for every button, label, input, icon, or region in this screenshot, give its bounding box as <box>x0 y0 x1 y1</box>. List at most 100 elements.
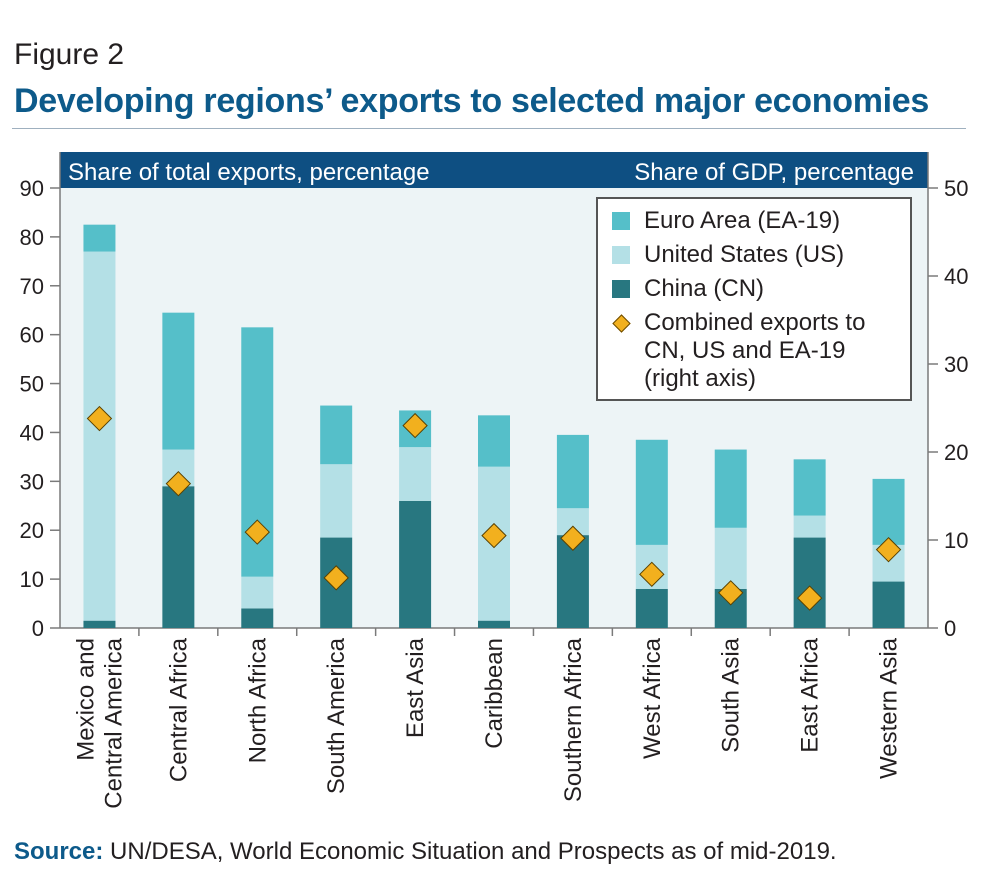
legend-item-diamond: Combined exports to CN, US and EA-19 (righ… <box>612 309 865 393</box>
x-tick-label-line: Mexico and <box>72 638 99 761</box>
x-tick-label: Caribbean <box>481 638 508 749</box>
left-tick-label: 10 <box>20 567 44 592</box>
x-tick-label: South Asia <box>718 637 745 752</box>
right-tick-label: 50 <box>944 176 968 201</box>
x-tick-label: Western Asia <box>876 637 903 779</box>
right-axis-title: Share of GDP, percentage <box>634 159 914 186</box>
left-tick-label: 40 <box>20 420 44 445</box>
legend-label: Combined exports to CN, US and EA-19 (righ… <box>644 309 865 393</box>
bar-euro <box>714 449 747 528</box>
bar-euro <box>793 459 826 516</box>
x-tick-label-line: Caribbean <box>481 638 508 749</box>
legend-item-us: United States (US) <box>612 241 844 269</box>
right-tick-label: 0 <box>944 616 956 641</box>
bar-euro <box>556 434 589 509</box>
x-tick-label: Central Africa <box>165 637 192 782</box>
legend-label-line: Euro Area (EA-19) <box>644 207 841 234</box>
combined-exports-markers <box>86 405 902 611</box>
bar-china <box>162 486 195 628</box>
bar-us <box>793 515 826 538</box>
bar-euro <box>872 478 905 545</box>
legend-label-line: (right axis) <box>644 365 757 392</box>
legend-swatch-us <box>612 246 630 264</box>
bar-us <box>714 527 747 589</box>
x-tick-label-line: South America <box>323 637 350 794</box>
legend-label: United States (US) <box>644 241 844 269</box>
combined-exports-marker <box>165 470 192 497</box>
x-tick-label: North Africa <box>244 637 271 763</box>
right-tick-label: 40 <box>944 264 968 289</box>
right-tick-label: 30 <box>944 352 968 377</box>
left-tick-label: 60 <box>20 323 44 348</box>
legend-label-line: Combined exports to <box>644 309 866 336</box>
combined-exports-marker <box>86 405 113 432</box>
header-bar-background <box>60 152 928 188</box>
right-tick-label: 10 <box>944 528 968 553</box>
bar-china <box>399 500 432 628</box>
left-tick-label: 70 <box>20 274 44 299</box>
bar-euro <box>635 439 668 545</box>
legend-label-line: United States (US) <box>644 241 845 268</box>
bar-china <box>635 588 668 628</box>
right-axis: 0 10 20 30 40 50 <box>927 152 968 641</box>
legend-diamond-swatch <box>612 314 630 332</box>
source-label: Source: <box>14 838 104 865</box>
bar-china <box>83 620 116 628</box>
left-tick-label: 50 <box>20 372 44 397</box>
legend-item-euro: Euro Area (EA-19) <box>612 207 840 235</box>
x-tick-label: West Africa <box>639 637 666 759</box>
bar-china <box>793 537 826 628</box>
bar-us <box>83 251 116 621</box>
combined-exports-marker <box>560 525 586 551</box>
x-tick-label: Mexico andCentral America <box>72 637 127 808</box>
bar-china <box>241 608 274 628</box>
combined-exports-marker <box>639 561 665 588</box>
combined-exports-marker <box>481 522 507 549</box>
x-tick-label-line: East Africa <box>797 637 824 752</box>
left-tick-label: 30 <box>20 469 44 494</box>
figure-label: Figure 2 <box>14 38 125 71</box>
bar-us <box>241 576 274 609</box>
left-tick-label: 90 <box>20 176 44 201</box>
legend-swatch-euro <box>612 212 630 230</box>
right-tick-label: 20 <box>944 440 968 465</box>
combined-exports-marker <box>323 565 349 591</box>
combined-exports-marker <box>875 536 902 563</box>
x-tick-label-line: Central America <box>100 637 127 808</box>
combined-exports-marker <box>244 519 270 545</box>
x-tick-label-line: Southern Africa <box>560 637 587 802</box>
source-text: UN/DESA, World Economic Situation and Pr… <box>110 838 837 865</box>
x-tick-label-line: Central Africa <box>165 637 192 782</box>
bar-china <box>872 581 905 628</box>
bar-china <box>478 620 510 628</box>
bars <box>83 224 905 628</box>
combined-exports-marker <box>718 580 744 606</box>
legend-label: China (CN) <box>644 275 764 303</box>
combined-exports-marker <box>402 412 428 439</box>
chart-title: Developing regions’ exports to selected … <box>14 82 929 120</box>
bar-euro <box>320 405 353 465</box>
x-tick-label: Southern Africa <box>560 637 587 802</box>
left-tick-label: 80 <box>20 225 44 250</box>
legend-swatch-china <box>612 280 630 298</box>
left-tick-label: 20 <box>20 518 44 543</box>
bar-euro <box>162 312 195 450</box>
x-tick-label: East Asia <box>402 637 429 738</box>
x-tick-label-line: East Asia <box>402 637 429 738</box>
x-axis-labels: Mexico andCentral America Central Africa N… <box>72 637 902 808</box>
bar-euro <box>478 415 510 467</box>
axis-header-bar: Share of total exports, percentage Share … <box>60 152 928 188</box>
legend: Euro Area (EA-19) United States (US) China… <box>596 197 912 401</box>
left-axis-title: Share of total exports, percentage <box>68 159 430 186</box>
title-divider <box>12 128 966 129</box>
x-tick-label: East Africa <box>797 637 824 752</box>
x-tick-label-line: North Africa <box>244 637 271 763</box>
x-tick-label-line: West Africa <box>639 637 666 759</box>
x-tick-label: South America <box>323 637 350 794</box>
legend-label: Euro Area (EA-19) <box>644 207 840 235</box>
bar-euro <box>83 224 116 252</box>
combined-exports-marker <box>796 585 823 611</box>
left-tick-label: 0 <box>32 616 44 641</box>
x-tick-label-line: Western Asia <box>876 637 903 779</box>
source-note: Source: UN/DESA, World Economic Situatio… <box>14 838 837 866</box>
